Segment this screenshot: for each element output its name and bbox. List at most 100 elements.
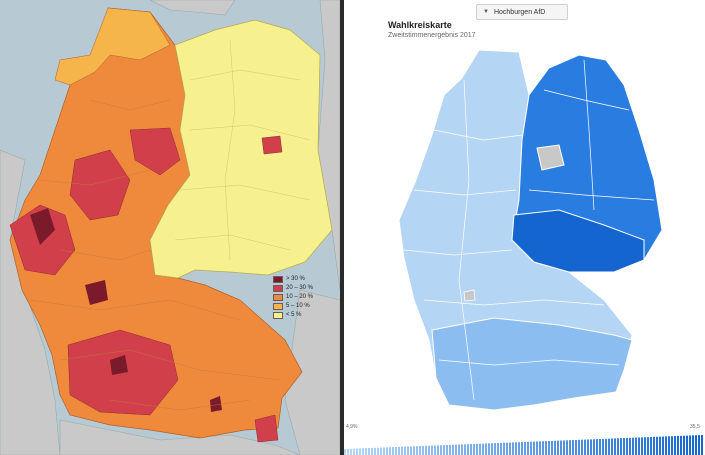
scale-bar-segment (575, 439, 577, 455)
scale-bar-segment (557, 440, 559, 455)
scale-bar-segment (383, 447, 385, 455)
scale-bar-segment (617, 438, 619, 455)
scale-bar-segment (461, 444, 463, 455)
scale-bar-segment (473, 443, 475, 455)
legend-swatch (273, 311, 283, 319)
neighbor-land-west (0, 149, 61, 455)
neighbor-land-denmark (149, 0, 236, 16)
scale-bar-segment (389, 447, 391, 455)
scale-bar-segment (377, 447, 379, 455)
scale-bar-segment (629, 437, 631, 455)
scale-bar-segment (536, 441, 538, 455)
scale-bar-segment (503, 442, 505, 455)
scale-bar-segment (593, 439, 595, 455)
region-red-berlin (261, 135, 283, 155)
scale-bar-segment (359, 448, 361, 455)
panel-divider (340, 0, 344, 455)
scale-bar-segment (431, 445, 433, 455)
germany-constituency-map[interactable] (344, 0, 705, 430)
scale-bar-segment (398, 446, 400, 455)
scale-bar-segment (533, 441, 535, 455)
scale-bar-segment (386, 447, 388, 455)
region-dark-red (110, 355, 128, 375)
legend-label: 20 – 30 % (286, 285, 314, 291)
scale-bar-segment (551, 440, 553, 455)
scale-bar-segment (647, 437, 649, 455)
right-map-panel: ▼ Hochburgen AfD Wahlkreiskarte Zweitsti… (344, 0, 705, 455)
scale-bar-segment (638, 437, 640, 455)
scale-bar-segment (434, 445, 436, 455)
scale-bar-segment (539, 441, 541, 455)
region-dark-red (85, 280, 108, 305)
scale-bar-segment (689, 435, 691, 455)
scale-bar-segment (404, 446, 406, 455)
scale-bar-segment (563, 440, 565, 455)
scale-bar-segment (671, 436, 673, 455)
legend-swatch (273, 302, 283, 310)
scale-bar-segment (347, 448, 349, 455)
scale-bar-segment (395, 447, 397, 455)
scale-bar-segment (653, 436, 655, 455)
scale-bar-segment (467, 444, 469, 455)
scale-bar-segment (524, 441, 526, 455)
scale-bar-segment (605, 438, 607, 455)
region-red-north (129, 127, 181, 176)
chevron-down-icon: ▼ (483, 9, 489, 15)
scale-bar-segment (527, 441, 529, 455)
scale-bar-segment (578, 439, 580, 455)
scale-bar-segment (701, 435, 703, 455)
scale-bar-segment (680, 435, 682, 455)
scale-bar-segment (485, 443, 487, 455)
strongholds-dropdown[interactable]: ▼ Hochburgen AfD (476, 4, 568, 20)
scale-bar-segment (440, 445, 442, 455)
result-scale-bar (344, 435, 703, 455)
scale-bar-segment (374, 447, 376, 455)
scale-bar-segment (677, 435, 679, 455)
region-dark-red (30, 208, 55, 245)
scale-bar-segment (509, 442, 511, 455)
scale-bar-segment (446, 445, 448, 455)
scale-bar-segment (602, 438, 604, 455)
scale-bar-segment (344, 449, 346, 455)
scale-bar-segment (692, 435, 694, 455)
scale-bar-segment (548, 441, 550, 455)
scale-bar-segment (488, 443, 490, 455)
scale-bar-segment (443, 445, 445, 455)
scale-bar-segment (380, 447, 382, 455)
scale-bar-segment (641, 437, 643, 455)
scale-bar-segment (425, 445, 427, 455)
scale-bar-segment (512, 442, 514, 455)
region-south (431, 317, 633, 411)
scale-bar-segment (413, 446, 415, 455)
region-dark-red (210, 396, 222, 412)
scale-bar-segment (455, 444, 457, 455)
scale-bar-segment (365, 448, 367, 455)
scale-bar-segment (608, 438, 610, 455)
scale-bar-segment (632, 437, 634, 455)
scale-bar-segment (542, 441, 544, 455)
scale-bar-segment (419, 446, 421, 455)
map-title: Wahlkreiskarte (388, 20, 452, 30)
scale-bar-segment (683, 435, 685, 455)
scale-bar-segment (479, 443, 481, 455)
legend-item: 20 – 30 % (273, 284, 313, 292)
map-legend: > 30 % 20 – 30 % 10 – 20 % 5 – 10 % < 5 % (273, 275, 313, 320)
legend-label: < 5 % (286, 312, 302, 318)
scale-bar-segment (635, 437, 637, 455)
scale-bar-segment (491, 443, 493, 455)
scale-bar-segment (515, 442, 517, 455)
scale-bar-segment (452, 444, 454, 455)
legend-item: 5 – 10 % (273, 302, 313, 310)
scale-bar-segment (494, 443, 496, 455)
scale-bar-segment (662, 436, 664, 455)
scale-bar-segment (626, 437, 628, 455)
region-grey-west (463, 289, 476, 302)
scale-bar-segment (353, 448, 355, 455)
scale-bar-segment (530, 441, 532, 455)
scale-bar-segment (521, 442, 523, 455)
scale-bar-segment (614, 438, 616, 455)
scale-bar-segment (659, 436, 661, 455)
scale-bar-segment (506, 442, 508, 455)
legend-swatch (273, 284, 283, 292)
scale-bar-segment (350, 448, 352, 455)
